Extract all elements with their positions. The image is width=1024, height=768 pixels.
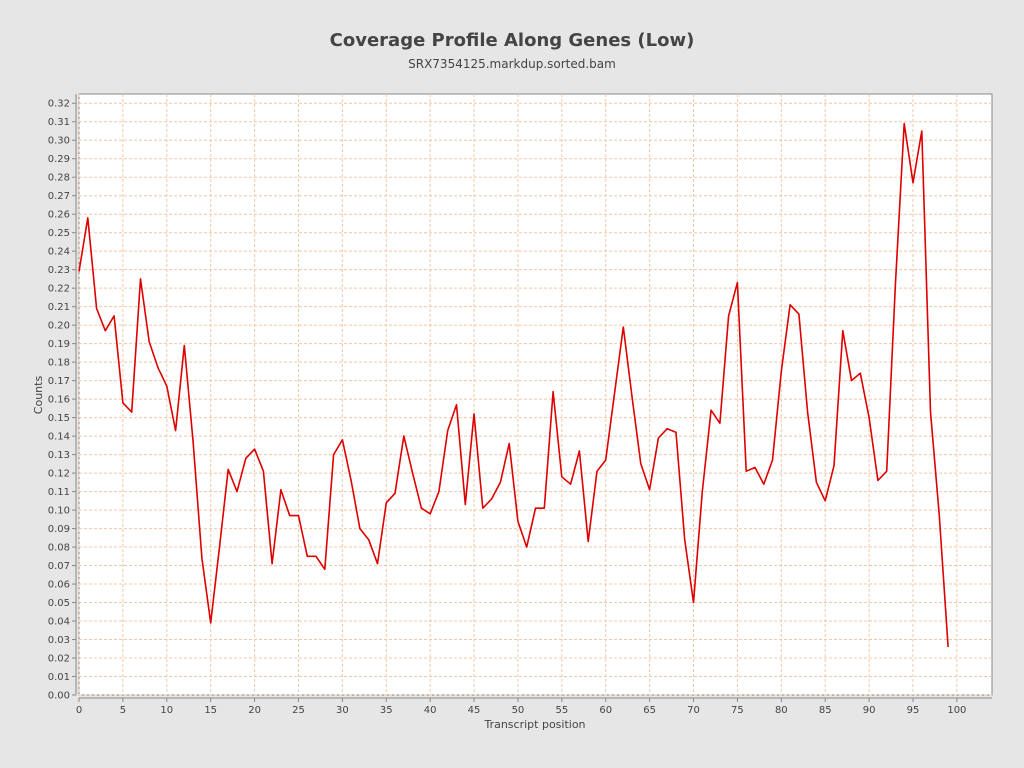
y-tick-label: 0.23: [48, 265, 70, 276]
x-tick-label: 60: [599, 705, 612, 716]
x-tick-label: 100: [947, 705, 966, 716]
series-layer: [78, 122, 949, 647]
y-tick-label: 0.03: [48, 635, 70, 646]
chart-subtitle: SRX7354125.markdup.sorted.bam: [408, 57, 616, 71]
y-axis-label: Counts: [32, 376, 45, 415]
y-tick-label: 0.25: [48, 228, 70, 239]
x-axis-label: Transcript position: [483, 718, 585, 731]
y-tick-label: 0.05: [48, 598, 70, 609]
x-tick-label: 20: [248, 705, 261, 716]
y-tick-label: 0.04: [48, 617, 70, 628]
y-tick-label: 0.06: [48, 580, 70, 591]
y-axis-ticks: 0.00 0.01 0.02 0.03 0.04 0.05 0.06 0.07 0.08 0.09…: [48, 99, 76, 702]
y-tick-label: 0.08: [48, 543, 70, 554]
plot-area: [78, 93, 993, 696]
y-tick-label: 0.13: [48, 450, 70, 461]
y-tick-label: 0.31: [48, 117, 70, 128]
x-axis-ticks: 0 5 10 15 20 25 30 35 40 45 50 55 60 65 70 75 80 85 90 95 10…: [76, 698, 966, 716]
y-tick-label: 0.11: [48, 487, 70, 498]
x-tick-label: 10: [160, 705, 173, 716]
x-tick-label: 5: [120, 705, 126, 716]
series-line: [78, 122, 949, 647]
y-tick-label: 0.30: [48, 136, 70, 147]
y-tick-label: 0.07: [48, 561, 70, 572]
x-tick-label: 30: [336, 705, 349, 716]
y-tick-label: 0.26: [48, 210, 70, 221]
x-tick-label: 55: [555, 705, 568, 716]
x-tick-label: 50: [512, 705, 525, 716]
x-tick-label: 45: [468, 705, 481, 716]
y-tick-label: 0.19: [48, 339, 70, 350]
x-tick-label: 35: [380, 705, 393, 716]
y-tick-label: 0.12: [48, 469, 70, 480]
x-tick-label: 0: [76, 705, 82, 716]
x-tick-label: 40: [424, 705, 437, 716]
y-tick-label: 0.32: [48, 99, 70, 110]
y-tick-label: 0.20: [48, 321, 70, 332]
y-tick-label: 0.14: [48, 432, 70, 443]
y-tick-label: 0.21: [48, 302, 70, 313]
y-tick-label: 0.02: [48, 654, 70, 665]
y-tick-label: 0.27: [48, 191, 70, 202]
x-tick-label: 80: [775, 705, 788, 716]
y-tick-label: 0.17: [48, 376, 70, 387]
x-tick-label: 15: [204, 705, 217, 716]
chart-title: Coverage Profile Along Genes (Low): [329, 30, 695, 51]
y-tick-label: 0.09: [48, 524, 70, 535]
y-tick-label: 0.16: [48, 395, 70, 406]
x-tick-label: 95: [907, 705, 920, 716]
x-tick-label: 90: [863, 705, 876, 716]
axes: [75, 94, 992, 699]
y-tick-label: 0.00: [48, 691, 70, 702]
x-tick-label: 65: [643, 705, 656, 716]
y-tick-label: 0.29: [48, 154, 70, 165]
x-tick-label: 70: [687, 705, 700, 716]
x-tick-label: 25: [292, 705, 305, 716]
y-tick-label: 0.01: [48, 672, 70, 683]
x-tick-label: 75: [731, 705, 744, 716]
y-tick-label: 0.15: [48, 413, 70, 424]
y-tick-label: 0.18: [48, 358, 70, 369]
x-tick-label: 85: [819, 705, 832, 716]
y-tick-label: 0.28: [48, 173, 70, 184]
y-tick-label: 0.10: [48, 506, 70, 517]
y-tick-label: 0.22: [48, 284, 70, 295]
y-tick-label: 0.24: [48, 247, 70, 258]
